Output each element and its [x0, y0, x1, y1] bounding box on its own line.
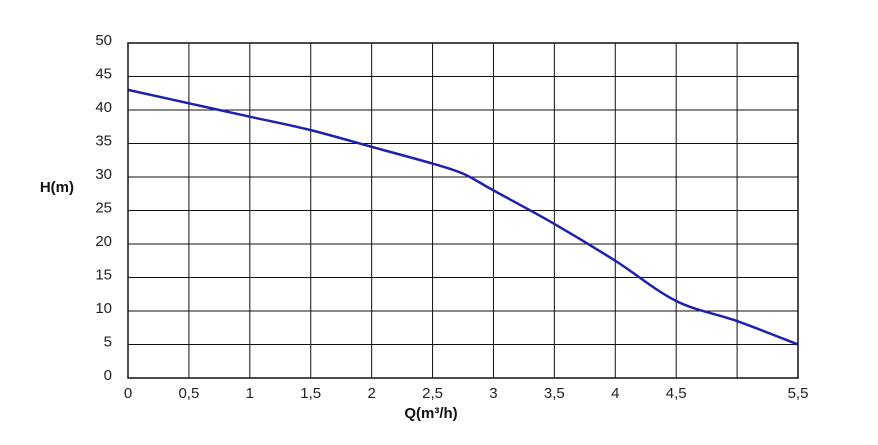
x-tick-label: 0 — [124, 385, 132, 402]
x-tick-label: 2 — [367, 385, 375, 402]
y-tick-label: 45 — [95, 66, 112, 83]
y-tick-label: 25 — [95, 200, 112, 217]
x-tick-label: 1,5 — [300, 385, 321, 402]
y-tick-label: 30 — [95, 166, 112, 183]
series-line — [127, 88, 799, 346]
x-axis-label: Q(m³/h) — [404, 405, 457, 422]
grid — [127, 42, 799, 379]
y-tick-label: 15 — [95, 267, 112, 284]
x-tick-label: 1 — [246, 385, 254, 402]
x-axis-ticks: 0 0,5 1 1,5 2 2,5 3 3,5 4 4,5 5,5 — [124, 385, 809, 402]
y-tick-label: 10 — [95, 300, 112, 317]
x-tick-label: 4,5 — [666, 385, 687, 402]
x-tick-label: 5,5 — [788, 385, 809, 402]
y-tick-label: 20 — [95, 233, 112, 250]
y-tick-label: 0 — [104, 367, 112, 384]
y-axis-label: H(m) — [40, 179, 74, 196]
x-tick-label: 4 — [611, 385, 619, 402]
y-tick-label: 5 — [104, 334, 112, 351]
y-tick-label: 40 — [95, 99, 112, 116]
y-tick-label: 50 — [95, 32, 112, 49]
x-tick-label: 3 — [489, 385, 497, 402]
x-tick-label: 2,5 — [422, 385, 443, 402]
x-tick-label: 3,5 — [544, 385, 565, 402]
y-axis-ticks: 0 5 10 15 20 25 30 35 40 45 50 — [95, 32, 112, 384]
plot-frame — [127, 42, 799, 379]
y-tick-label: 35 — [95, 133, 112, 150]
x-tick-label: 0,5 — [178, 385, 199, 402]
